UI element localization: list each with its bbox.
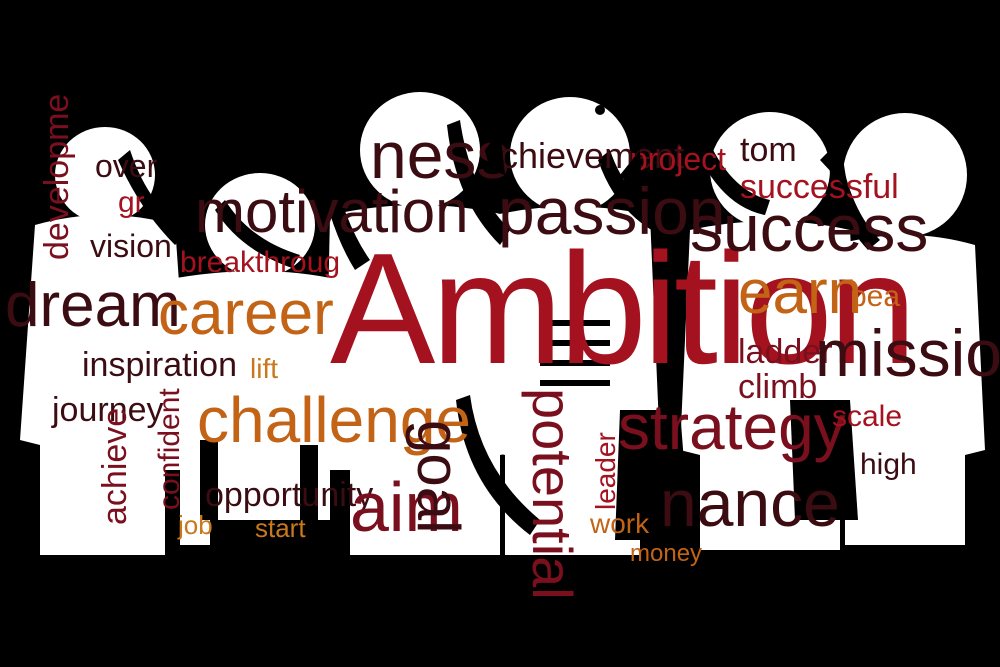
word-ambition: Ambition: [330, 221, 917, 397]
word-finance: nance: [660, 466, 840, 540]
word-mission: mission: [815, 316, 1000, 390]
word-career: career: [158, 279, 334, 348]
word-success: success: [690, 191, 929, 265]
word-job: job: [178, 510, 213, 540]
word-money: money: [630, 540, 703, 567]
word-growth: gr: [118, 186, 145, 219]
word-journey: journey: [52, 391, 164, 429]
word-successful: successful: [740, 168, 899, 206]
word-challenge: challenge: [197, 384, 471, 456]
person-silhouette-3: [325, 92, 525, 560]
word-passion: passion: [498, 174, 726, 248]
word-dream: dream: [5, 271, 181, 340]
word-business: ness: [370, 118, 510, 192]
word-earn: earn: [738, 258, 863, 327]
word-strategy: strategy: [618, 391, 846, 463]
word-high: high: [860, 448, 917, 481]
word-motivation: motivation: [195, 178, 469, 245]
word-tomorrow: tom: [740, 131, 797, 169]
word-start: start: [255, 513, 306, 543]
word-project: project: [630, 141, 727, 177]
person-silhouette-6: [825, 113, 985, 545]
word-breakthrough: breakthroug: [180, 246, 341, 279]
word-vision: vision: [90, 228, 172, 264]
word-ladder: ladder: [738, 333, 833, 371]
word-opportunity: opportunity: [205, 476, 374, 514]
word-over: over: [95, 148, 158, 184]
word-scale: scale: [832, 400, 903, 433]
word-achievement: chievement: [500, 135, 685, 176]
word-work: work: [590, 508, 650, 539]
ink-splatter: [20, 120, 980, 565]
word-climb: climb: [738, 368, 818, 406]
word-peak: pea: [850, 280, 901, 313]
word-aim: aim: [350, 468, 463, 546]
word-lift: lift: [250, 353, 278, 384]
word-inspiration: inspiration: [82, 346, 237, 384]
